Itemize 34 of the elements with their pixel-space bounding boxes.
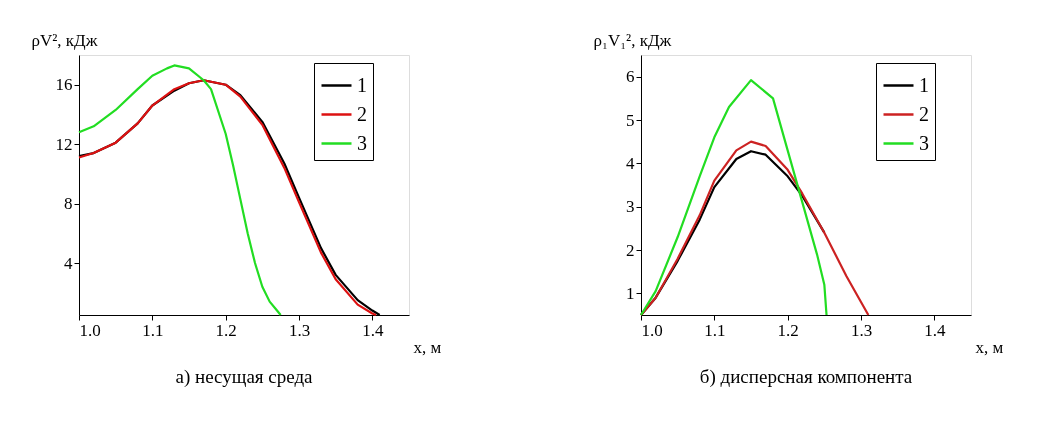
y-tick-label: 3	[626, 197, 635, 217]
y-tick-label: 6	[626, 67, 635, 87]
legend-label: 1	[919, 73, 929, 96]
legend-label: 1	[357, 73, 367, 96]
x-tick-label: 1.2	[777, 320, 799, 340]
x-tick-label: 1.0	[641, 320, 663, 340]
legend-label: 3	[919, 131, 929, 154]
legend-label: 3	[357, 131, 367, 154]
legend-label: 2	[919, 102, 929, 125]
y-tick-label: 5	[626, 110, 635, 130]
y-tick-label: 1	[626, 283, 635, 303]
line-series	[639, 79, 828, 317]
legend-label: 2	[357, 102, 367, 125]
x-tick-label: 1.4	[924, 320, 946, 340]
text: а) несущая среда	[175, 366, 314, 388]
y-tick-label: 16	[55, 75, 73, 95]
x-tick-label: 1.1	[142, 320, 164, 340]
text: б) дисперсная компонента	[699, 366, 913, 388]
y-tick-label: 4	[64, 253, 73, 273]
y-tick-label: 2	[626, 240, 635, 260]
x-tick-label: 1.2	[215, 320, 237, 340]
x-tick-label: 1.1	[704, 320, 726, 340]
x-tick-label: 1.0	[79, 320, 101, 340]
line-series	[77, 64, 282, 317]
x-tick-label: 1.4	[362, 320, 384, 340]
x-axis-title: x, м	[975, 337, 1004, 357]
x-axis-title: x, м	[413, 337, 442, 357]
y-tick-label: 12	[55, 134, 73, 154]
y-axis-title: ρ₁V₁², кДж	[593, 30, 672, 50]
y-axis-title: ρV², кДж	[31, 30, 98, 50]
y-tick-label: 8	[64, 194, 73, 214]
y-tick-label: 4	[626, 153, 635, 173]
x-tick-label: 1.3	[850, 320, 873, 340]
x-tick-label: 1.3	[288, 320, 311, 340]
